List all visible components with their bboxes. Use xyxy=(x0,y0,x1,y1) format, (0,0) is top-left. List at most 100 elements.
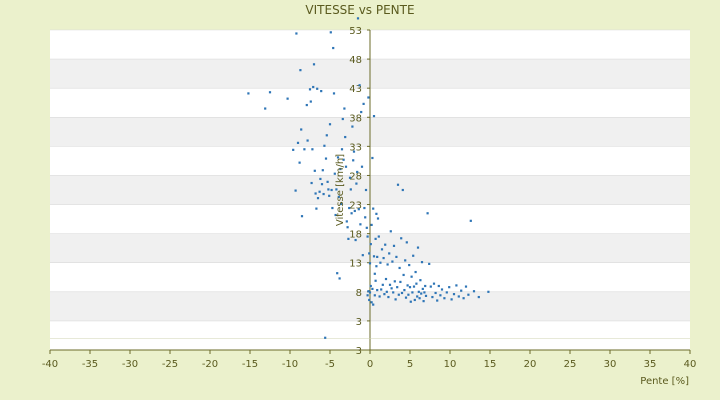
data-point xyxy=(408,263,411,267)
x-tick-label: -5 xyxy=(325,359,335,370)
data-point xyxy=(437,284,440,288)
data-point xyxy=(396,183,400,186)
data-point xyxy=(345,220,348,223)
data-point xyxy=(333,172,336,175)
data-point xyxy=(405,241,408,244)
data-point xyxy=(376,255,379,259)
data-point xyxy=(361,254,364,257)
data-point xyxy=(322,192,325,196)
data-point xyxy=(332,92,336,95)
data-point xyxy=(364,188,368,192)
y-tick-label: 28 xyxy=(349,171,362,182)
data-point xyxy=(321,169,324,172)
data-point xyxy=(371,287,374,291)
data-point xyxy=(316,87,319,90)
data-point xyxy=(434,291,437,295)
data-point xyxy=(420,292,423,295)
data-point xyxy=(357,208,360,211)
data-point xyxy=(375,265,378,268)
data-point xyxy=(412,254,415,257)
data-point xyxy=(299,69,302,72)
data-point xyxy=(349,188,352,191)
data-point xyxy=(409,300,412,303)
data-point xyxy=(393,280,396,283)
data-point xyxy=(336,272,339,275)
data-point xyxy=(311,148,314,151)
data-point xyxy=(381,283,384,286)
data-point xyxy=(385,290,388,293)
data-point xyxy=(331,206,334,210)
data-point xyxy=(419,279,422,282)
data-point xyxy=(295,32,298,35)
data-point xyxy=(340,202,343,206)
data-point xyxy=(316,197,320,200)
data-point xyxy=(445,291,448,294)
data-point xyxy=(388,252,391,255)
data-point xyxy=(379,261,382,264)
data-point xyxy=(457,295,460,298)
data-point xyxy=(309,100,312,103)
data-point xyxy=(360,110,363,114)
data-point xyxy=(348,176,352,179)
data-point xyxy=(389,230,392,233)
data-point xyxy=(418,297,421,300)
data-point xyxy=(343,107,346,110)
x-tick-label: 15 xyxy=(484,359,497,370)
data-point xyxy=(328,194,331,197)
y-tick-label: 53 xyxy=(349,26,362,37)
data-point xyxy=(313,169,316,172)
data-point xyxy=(320,89,323,93)
data-point xyxy=(414,270,417,274)
data-point xyxy=(452,293,456,296)
data-point xyxy=(335,188,338,191)
data-point xyxy=(376,217,380,220)
data-point xyxy=(329,31,332,34)
data-point xyxy=(315,207,318,210)
data-point xyxy=(370,223,373,227)
data-point xyxy=(443,297,446,300)
data-point xyxy=(300,128,303,131)
y-tick-label: 3 xyxy=(356,346,362,357)
data-point xyxy=(360,165,364,168)
x-tick-label: 25 xyxy=(564,359,577,370)
data-point xyxy=(308,88,312,91)
data-point xyxy=(303,148,306,151)
data-point xyxy=(350,212,353,215)
data-point xyxy=(300,215,304,218)
data-point xyxy=(312,85,315,89)
data-point xyxy=(388,283,392,286)
data-point xyxy=(330,188,333,192)
data-point xyxy=(336,156,340,159)
data-point xyxy=(424,284,427,288)
data-point xyxy=(380,288,383,291)
data-point xyxy=(469,219,472,222)
data-point xyxy=(392,244,396,247)
data-point xyxy=(386,263,389,266)
data-point xyxy=(464,285,468,288)
data-point xyxy=(390,287,393,290)
data-point xyxy=(401,188,404,192)
y-axis-label: Vitesse [km/h] xyxy=(335,154,346,226)
data-point xyxy=(374,279,377,282)
data-point xyxy=(328,123,332,126)
data-point xyxy=(310,181,313,185)
data-point xyxy=(391,260,394,263)
data-point xyxy=(400,291,404,295)
data-point xyxy=(372,255,376,258)
data-point xyxy=(404,296,408,299)
data-point xyxy=(353,209,356,213)
x-tick-label: -10 xyxy=(282,359,298,370)
y-tick-label: 38 xyxy=(349,113,362,124)
data-point xyxy=(373,272,376,275)
data-point xyxy=(373,294,376,297)
data-point xyxy=(294,189,297,192)
data-point xyxy=(455,284,458,287)
data-point xyxy=(320,183,324,186)
data-point xyxy=(370,301,373,304)
data-point xyxy=(426,212,429,215)
data-point xyxy=(372,207,375,210)
data-point xyxy=(439,294,442,297)
data-point xyxy=(312,63,316,66)
data-point xyxy=(325,134,328,137)
